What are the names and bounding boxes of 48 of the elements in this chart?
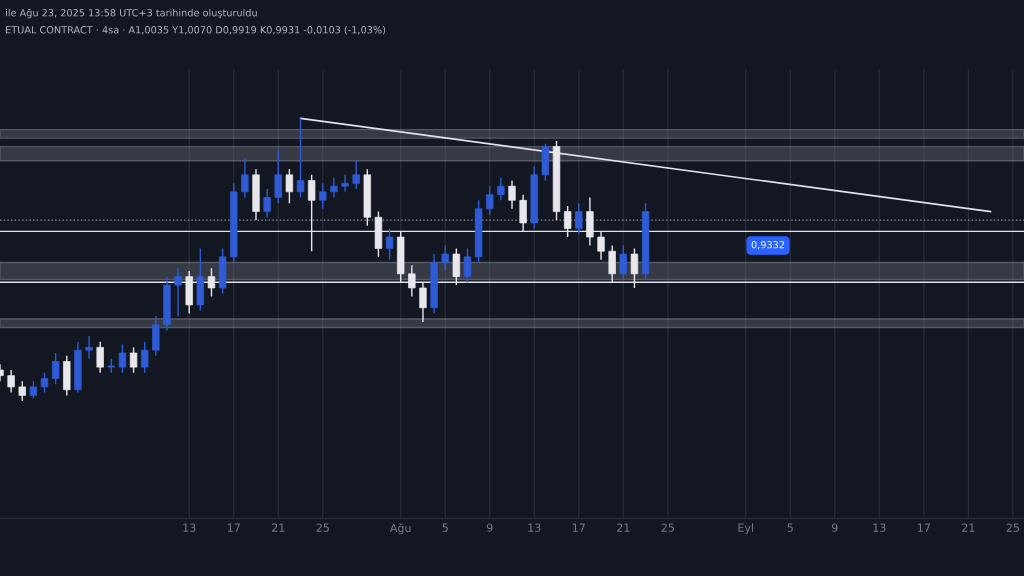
- annotation: 0,9332: [751, 241, 785, 250]
- x-tick-label: 25: [1006, 523, 1019, 532]
- candlestick: [619, 244, 627, 281]
- candlestick: [51, 352, 60, 385]
- x-tick-label: 13: [183, 523, 196, 532]
- x-tick-label: 25: [661, 523, 674, 532]
- candlestick: [118, 343, 127, 374]
- candlestick: [319, 182, 327, 210]
- candlestick: [497, 176, 505, 202]
- chart-subtitle: ETUAL CONTRACT · 4sa · A1,0035 Y1,0070 D0,9919 K0,9931 -0,0103 (-1,03%): [6, 25, 386, 35]
- candlestick: [174, 267, 182, 317]
- candlestick: [575, 202, 583, 235]
- x-tick-label: 5: [787, 523, 793, 532]
- candlestick: [241, 157, 249, 199]
- candlestick: [441, 244, 449, 272]
- candlestick: [463, 247, 472, 284]
- candlestick: [285, 168, 294, 204]
- x-tick-label: 17: [572, 523, 585, 532]
- candlestick: [40, 372, 49, 394]
- candlestick: [385, 227, 394, 261]
- x-tick-label: 9: [486, 523, 493, 532]
- x-tick-label: 13: [873, 523, 886, 532]
- candlestick: [141, 340, 149, 374]
- candlestick: [330, 176, 338, 199]
- x-tick-label: 21: [272, 523, 285, 532]
- x-tick-label: 13: [528, 523, 541, 532]
- candlestick: [129, 346, 138, 374]
- x-tick-label: 17: [917, 523, 930, 532]
- x-tick-label: 21: [962, 523, 975, 532]
- x-tick-label: Eyl: [738, 523, 754, 535]
- candlestick: [96, 340, 104, 374]
- x-tick-label: 21: [617, 523, 630, 532]
- x-tick-label: Ağu: [389, 523, 411, 535]
- x-tick-label: 25: [316, 523, 329, 532]
- x-tick-label: 9: [831, 523, 838, 532]
- x-tick-label: 5: [442, 523, 448, 532]
- candlestick: [486, 185, 494, 216]
- candlestick: [7, 369, 15, 394]
- x-tick-label: 17: [227, 523, 240, 532]
- candlestick: [263, 188, 271, 218]
- candlestick: [508, 179, 516, 210]
- candlestick: [18, 380, 26, 402]
- candlestick: [341, 174, 349, 193]
- candlestick: [85, 335, 93, 360]
- candlestick: [352, 160, 360, 190]
- candlestick: [274, 148, 282, 204]
- candlestick: [296, 117, 305, 199]
- chart-title: ile Ağu 23, 2025 13:58 UTC+3 tarihinde oluşturuldu: [6, 8, 257, 19]
